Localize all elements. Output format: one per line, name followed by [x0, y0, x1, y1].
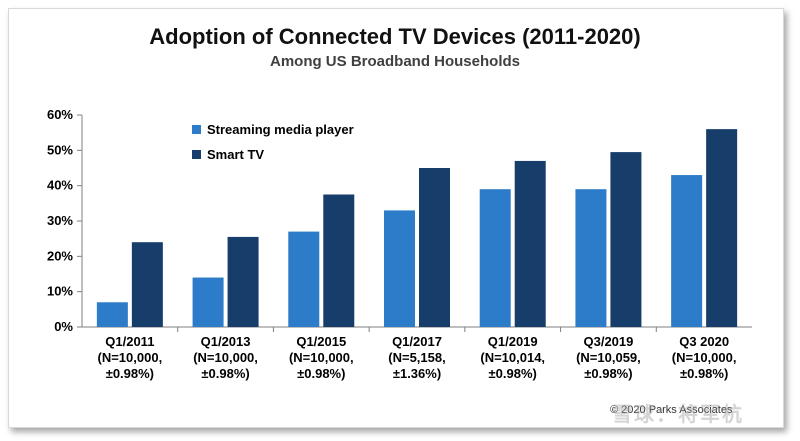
source-credit: © 2020 Parks Associates: [610, 404, 733, 416]
bar-smart-tv: [610, 152, 642, 327]
legend-swatch: [192, 125, 201, 134]
x-category-label: Q1/2015: [296, 334, 346, 349]
bar-streaming: [671, 175, 703, 327]
x-category-label: (N=10,014,: [480, 350, 545, 365]
x-category-label: Q1/2017: [392, 334, 442, 349]
y-tick-label: 30%: [47, 213, 73, 228]
x-category-label: (N=10,000,: [193, 350, 258, 365]
x-category-label: ±0.98%): [106, 366, 154, 381]
y-tick-label: 50%: [47, 142, 73, 157]
bar-streaming: [575, 189, 607, 327]
x-category-label: Q3 2020: [679, 334, 729, 349]
y-tick-label: 10%: [47, 284, 73, 299]
x-category-label: Q3/2019: [583, 334, 633, 349]
x-category-label: ±0.98%): [680, 366, 728, 381]
x-category-label: Q1/2011: [105, 334, 154, 349]
legend-label: Streaming media player: [207, 122, 354, 137]
x-category-label: Q1/2013: [201, 334, 251, 349]
chart-title: Adoption of Connected TV Devices (2011-2…: [149, 24, 641, 49]
x-category-label: ±0.98%): [584, 366, 632, 381]
x-category-label: (N=10,000,: [672, 350, 737, 365]
x-category-label: ±0.98%): [297, 366, 345, 381]
x-category-label: ±0.98%): [201, 366, 249, 381]
chart-subtitle: Among US Broadband Households: [269, 53, 520, 70]
bar-smart-tv: [131, 242, 163, 327]
legend-label: Smart TV: [207, 147, 264, 162]
y-tick-label: 0%: [54, 319, 73, 334]
bar-streaming: [288, 231, 320, 327]
x-category-label: (N=10,000,: [289, 350, 354, 365]
bar-smart-tv: [419, 168, 450, 327]
y-tick-label: 60%: [47, 107, 73, 122]
bar-streaming: [479, 189, 511, 327]
watermark: 雪球：将军杭: [612, 404, 744, 426]
y-tick-label: 20%: [47, 248, 73, 263]
x-category-label: (N=10,059,: [576, 350, 641, 365]
bar-streaming: [96, 302, 128, 327]
legend-swatch: [192, 150, 201, 159]
x-category-label: Q1/2019: [488, 334, 538, 349]
x-category-label: ±1.36%): [393, 366, 441, 381]
bar-streaming: [192, 277, 224, 327]
bar-streaming: [384, 210, 415, 327]
x-category-label: ±0.98%): [489, 366, 537, 381]
x-category-label: (N=5,158,: [388, 350, 445, 365]
bar-smart-tv: [323, 194, 355, 327]
x-category-label: (N=10,000,: [98, 350, 163, 365]
y-tick-label: 40%: [47, 178, 73, 193]
bar-smart-tv: [706, 129, 738, 327]
bar-smart-tv: [514, 160, 546, 327]
bar-smart-tv: [227, 236, 259, 327]
